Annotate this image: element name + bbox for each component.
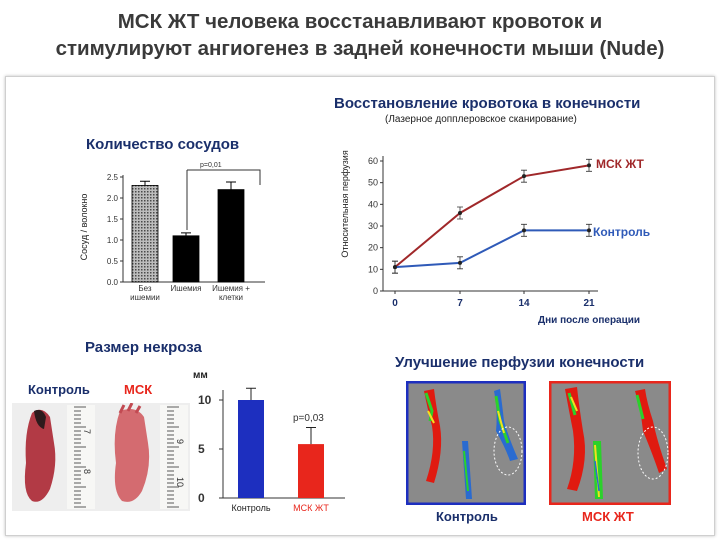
perfusion-subheading: (Лазерное допплеровское сканирование) [385, 114, 577, 125]
vessels-ytick-label: 1.5 [107, 215, 119, 224]
necrosis-ytick-label: 0 [198, 491, 205, 505]
vessels-bar [172, 235, 200, 283]
vessels-ytick-label: 2.5 [107, 173, 119, 182]
perfusion-point [522, 228, 526, 233]
perfusion-point [458, 260, 462, 265]
perfusion-point [587, 228, 591, 233]
necrosis-category-label: МСК ЖТ [293, 503, 329, 513]
necrosis-category-label: Контроль [231, 503, 270, 513]
perfusion-chart: Относительная перфузия 0 10 20 30 40 50 60 0 7 14… [340, 150, 650, 326]
photo-msc-label: МСК [124, 382, 153, 397]
vessels-error-bar [226, 181, 236, 190]
perfusion-xtick-label: 0 [392, 298, 398, 309]
vessels-bar [217, 189, 245, 283]
necrosis-error-bar [246, 387, 256, 400]
perfusion-image-msc [549, 381, 671, 505]
vessels-category-label: ишемии [130, 293, 160, 302]
msc-paw-toes [118, 403, 142, 414]
perfusion-ytick-label: 40 [368, 199, 378, 209]
vessels-ytick-label: 0.0 [107, 278, 119, 287]
vessels-category-label: Без [138, 284, 152, 293]
control-curve-label: Контроль [593, 225, 650, 239]
ruler-right-label-10: 10 [175, 477, 185, 487]
vessels-error-bar [181, 232, 191, 236]
vessels-bar [131, 184, 159, 283]
perfusion-point [587, 163, 591, 168]
control-paw-necrosis [34, 409, 46, 429]
vessels-pvalue: p=0,01 [200, 162, 222, 169]
photo-control-label: Контроль [28, 382, 90, 397]
necrosis-bar [298, 444, 324, 498]
msc-paw-image [114, 409, 150, 502]
vessels-category-label: клетки [219, 293, 243, 302]
perfusion-msc-caption: МСК ЖТ [582, 509, 634, 524]
vessels-error-bar [140, 180, 150, 186]
perfusion-xtick-label: 21 [583, 298, 595, 309]
ruler-right-label-9: 9 [175, 439, 185, 444]
perfusion-heading: Восстановление кровотока в конечности [334, 95, 641, 112]
perfusion-point [458, 211, 462, 215]
vessels-ytick-label: 0.5 [107, 257, 119, 266]
perfusion-ytick-label: 20 [368, 243, 378, 253]
necrosis-bar [238, 400, 264, 498]
vessels-bracket [186, 169, 261, 230]
necrosis-chart: мм 0 5 10 Контроль МСК ЖТ p=0,03 [193, 370, 345, 513]
perfusion-ytick-label: 30 [368, 221, 378, 231]
vessels-ytick-label: 2.0 [107, 194, 119, 203]
perfusion-point [393, 265, 397, 270]
perfusion-ytick-label: 60 [368, 156, 378, 166]
msc-curve-label: МСК ЖТ [596, 157, 644, 171]
vessels-ytick-label: 1.0 [107, 236, 119, 245]
perfusion-series-line [394, 164, 590, 268]
perfusion-xlabel: Дни после операции [538, 315, 640, 326]
necrosis-pvalue: p=0,03 [293, 413, 324, 424]
ruler-left-label-8: 8 [82, 469, 92, 474]
perfusion-xtick-label: 7 [457, 298, 463, 309]
perfusion-ylabel: Относительная перфузия [340, 150, 350, 257]
necrosis-error-bar [306, 426, 316, 445]
necrosis-ytick-label: 10 [198, 393, 212, 407]
vessels-heading: Количество сосудов [86, 136, 240, 153]
necrosis-ytick-label: 5 [198, 442, 205, 456]
vessels-category-label: Ишемия + [212, 284, 250, 293]
perfusion-ytick-label: 10 [368, 264, 378, 274]
perfusion-control-caption: Контроль [436, 509, 498, 524]
perfusion-ytick-label: 0 [373, 286, 378, 296]
perfusion-images-heading: Улучшение перфузии конечности [395, 354, 645, 371]
title-line-1: МСК ЖТ человека восстанавливают кровоток… [117, 10, 603, 33]
title-line-2: стимулируют ангиогенез в задней конечнос… [55, 37, 665, 60]
ruler-left [67, 405, 95, 509]
perfusion-point [522, 174, 526, 179]
vessels-chart: Сосуд / волокно 0.0 0.5 1.0 1.5 2.0 2.5 Безиш… [79, 162, 265, 302]
perfusion-ytick-label: 50 [368, 178, 378, 188]
ruler-left-label-7: 7 [82, 429, 92, 434]
perfusion-series-line [394, 229, 589, 269]
paw-photos: 7 8 9 10 [12, 403, 190, 511]
perfusion-xtick-label: 14 [518, 298, 530, 309]
vessels-ylabel: Сосуд / волокно [79, 194, 89, 261]
perfusion-image-control [406, 381, 526, 505]
necrosis-heading: Размер некроза [85, 339, 202, 356]
vessels-category-label: Ишемия [171, 284, 202, 293]
control-paw-image [24, 409, 56, 502]
necrosis-unit: мм [193, 370, 208, 381]
ruler-right [160, 405, 188, 509]
